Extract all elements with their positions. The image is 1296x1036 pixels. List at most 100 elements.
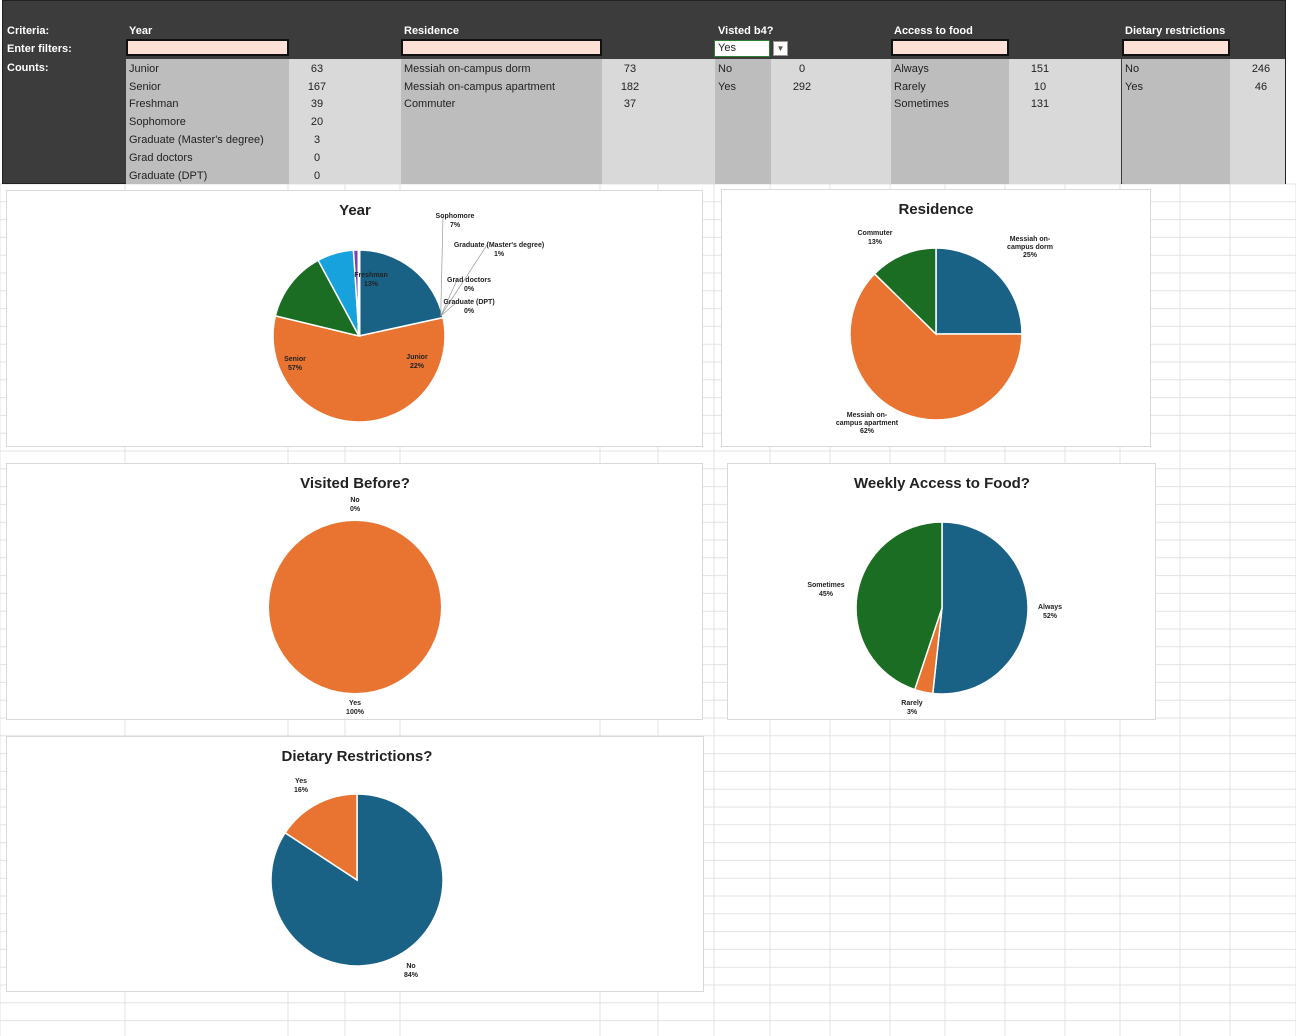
pie-slice[interactable]: [274, 259, 361, 338]
visited-item-label: Yes: [718, 81, 736, 93]
svg-text:Grad doctors: Grad doctors: [447, 277, 491, 284]
svg-text:7%: 7%: [450, 222, 461, 229]
svg-text:campus dorm: campus dorm: [1007, 244, 1053, 251]
food-item-label: Always: [894, 63, 929, 75]
svg-text:13%: 13%: [868, 239, 883, 246]
svg-text:0%: 0%: [464, 308, 475, 315]
dietary-labels-block: [1122, 59, 1230, 184]
pie-slice[interactable]: [873, 247, 937, 336]
pie-slice[interactable]: [849, 272, 1023, 421]
chart-food[interactable]: Weekly Access to Food? Always 52% Rarely 3% S…: [727, 463, 1156, 720]
data-label: No 0%: [350, 497, 361, 513]
svg-text:Sometimes: Sometimes: [807, 582, 844, 589]
year-item-count: 0: [313, 170, 321, 182]
residence-item-label: Messiah on-campus apartment: [404, 81, 556, 93]
svg-text:Junior: Junior: [406, 354, 428, 361]
visited-counts-block: [771, 59, 891, 184]
svg-text:0%: 0%: [464, 286, 475, 293]
dietary-item-label: No: [1125, 63, 1140, 75]
dietary-counts-block: [1230, 59, 1285, 184]
dietary-filter-input[interactable]: [1122, 39, 1230, 56]
data-label: Always 52%: [1038, 604, 1062, 620]
food-labels-block: [891, 59, 1009, 184]
pie-slice[interactable]: [358, 249, 444, 337]
year-item-label: Graduate (DPT): [129, 170, 208, 182]
pie-slice[interactable]: [269, 521, 441, 693]
svg-text:No: No: [350, 497, 359, 504]
food-filter-input[interactable]: [891, 39, 1009, 56]
svg-text:Graduate (Master's degree): Graduate (Master's degree): [454, 242, 544, 249]
pie-slice[interactable]: [931, 521, 1029, 695]
svg-text:52%: 52%: [1043, 613, 1058, 620]
year-labels-block: [126, 59, 289, 184]
svg-text:Commuter: Commuter: [857, 230, 892, 237]
chart-residence[interactable]: Residence Messiah on-campus dorm 25% Messia…: [721, 189, 1151, 447]
visited-labels-block: [715, 59, 771, 184]
chart-title: Dietary Restrictions?: [282, 748, 433, 765]
year-item-count: 63: [310, 63, 324, 75]
year-item-label: Sophomore: [129, 116, 186, 128]
pie-slice[interactable]: [855, 521, 943, 691]
criteria-panel: Criteria: Enter filters: Counts: Year Re…: [2, 0, 1286, 184]
visited-filter-dropdown-button[interactable]: ▼: [773, 41, 788, 56]
data-label: Commuter 13%: [857, 230, 892, 246]
svg-text:Senior: Senior: [284, 356, 306, 363]
dietary-item-count: 46: [1254, 81, 1268, 93]
visited-filter-input[interactable]: Yes: [714, 40, 770, 57]
chart-dietary[interactable]: Dietary Restrictions? No 84% Yes 16%: [6, 736, 704, 992]
chart-year[interactable]: Year Junior 22% Senior 57% Freshman 13% Sophomo…: [6, 190, 703, 447]
pie-slice[interactable]: [272, 314, 446, 423]
year-item-label: Junior: [129, 63, 159, 75]
svg-text:Yes: Yes: [349, 700, 361, 707]
svg-text:13%: 13%: [364, 281, 379, 288]
visited-item-count: 292: [792, 81, 812, 93]
residence-item-count: 37: [623, 98, 637, 110]
year-item-count: 39: [310, 98, 324, 110]
year-item-count: 0: [313, 152, 321, 164]
year-item-count: 20: [310, 116, 324, 128]
filters-label: Enter filters:: [7, 43, 72, 55]
data-label: Sophomore 7%: [436, 213, 475, 317]
pie-slice[interactable]: [935, 247, 1023, 335]
residence-filter-input[interactable]: [401, 39, 602, 56]
year-item-label: Freshman: [129, 98, 179, 110]
svg-text:No: No: [406, 963, 415, 970]
food-item-count: 151: [1030, 63, 1050, 75]
year-filter-input[interactable]: [126, 39, 289, 56]
dietary-pie-chart: Dietary Restrictions? No 84% Yes 16%: [270, 748, 444, 979]
data-label: Graduate (DPT) 0%: [440, 299, 495, 317]
food-item-count: 10: [1033, 81, 1047, 93]
data-label: No 84%: [404, 963, 419, 979]
residence-item-count: 182: [620, 81, 640, 93]
data-label: Yes 100%: [346, 700, 365, 716]
data-label: Yes 16%: [294, 778, 309, 794]
svg-text:25%: 25%: [1023, 252, 1038, 259]
data-label: Rarely 3%: [901, 700, 923, 716]
svg-text:Freshman: Freshman: [354, 272, 387, 279]
residence-labels-block: [401, 59, 602, 184]
svg-text:Rarely: Rarely: [901, 700, 923, 707]
dietary-header: Dietary restrictions: [1125, 25, 1226, 37]
food-item-label: Rarely: [894, 81, 926, 93]
food-header: Access to food: [894, 25, 973, 37]
visited-pie-chart: Visited Before? No 0% Yes 100%: [269, 475, 441, 716]
visited-item-count: 0: [798, 63, 806, 75]
svg-text:100%: 100%: [346, 709, 365, 716]
pie-slice[interactable]: [284, 793, 358, 882]
svg-text:22%: 22%: [410, 363, 425, 370]
visited-item-label: No: [718, 63, 733, 75]
chart-visited[interactable]: Visited Before? No 0% Yes 100%: [6, 463, 703, 720]
year-header: Year: [129, 25, 153, 37]
dietary-item-count: 246: [1251, 63, 1271, 75]
food-item-label: Sometimes: [894, 98, 950, 110]
residence-header: Residence: [404, 25, 460, 37]
food-pie-chart: Weekly Access to Food? Always 52% Rarely 3% S…: [807, 475, 1062, 716]
criteria-label: Criteria:: [7, 25, 50, 37]
svg-text:Yes: Yes: [295, 778, 307, 785]
svg-text:84%: 84%: [404, 972, 419, 979]
svg-text:Messiah on-: Messiah on-: [1010, 236, 1051, 243]
counts-label: Counts:: [7, 62, 49, 74]
year-item-label: Grad doctors: [129, 152, 193, 164]
